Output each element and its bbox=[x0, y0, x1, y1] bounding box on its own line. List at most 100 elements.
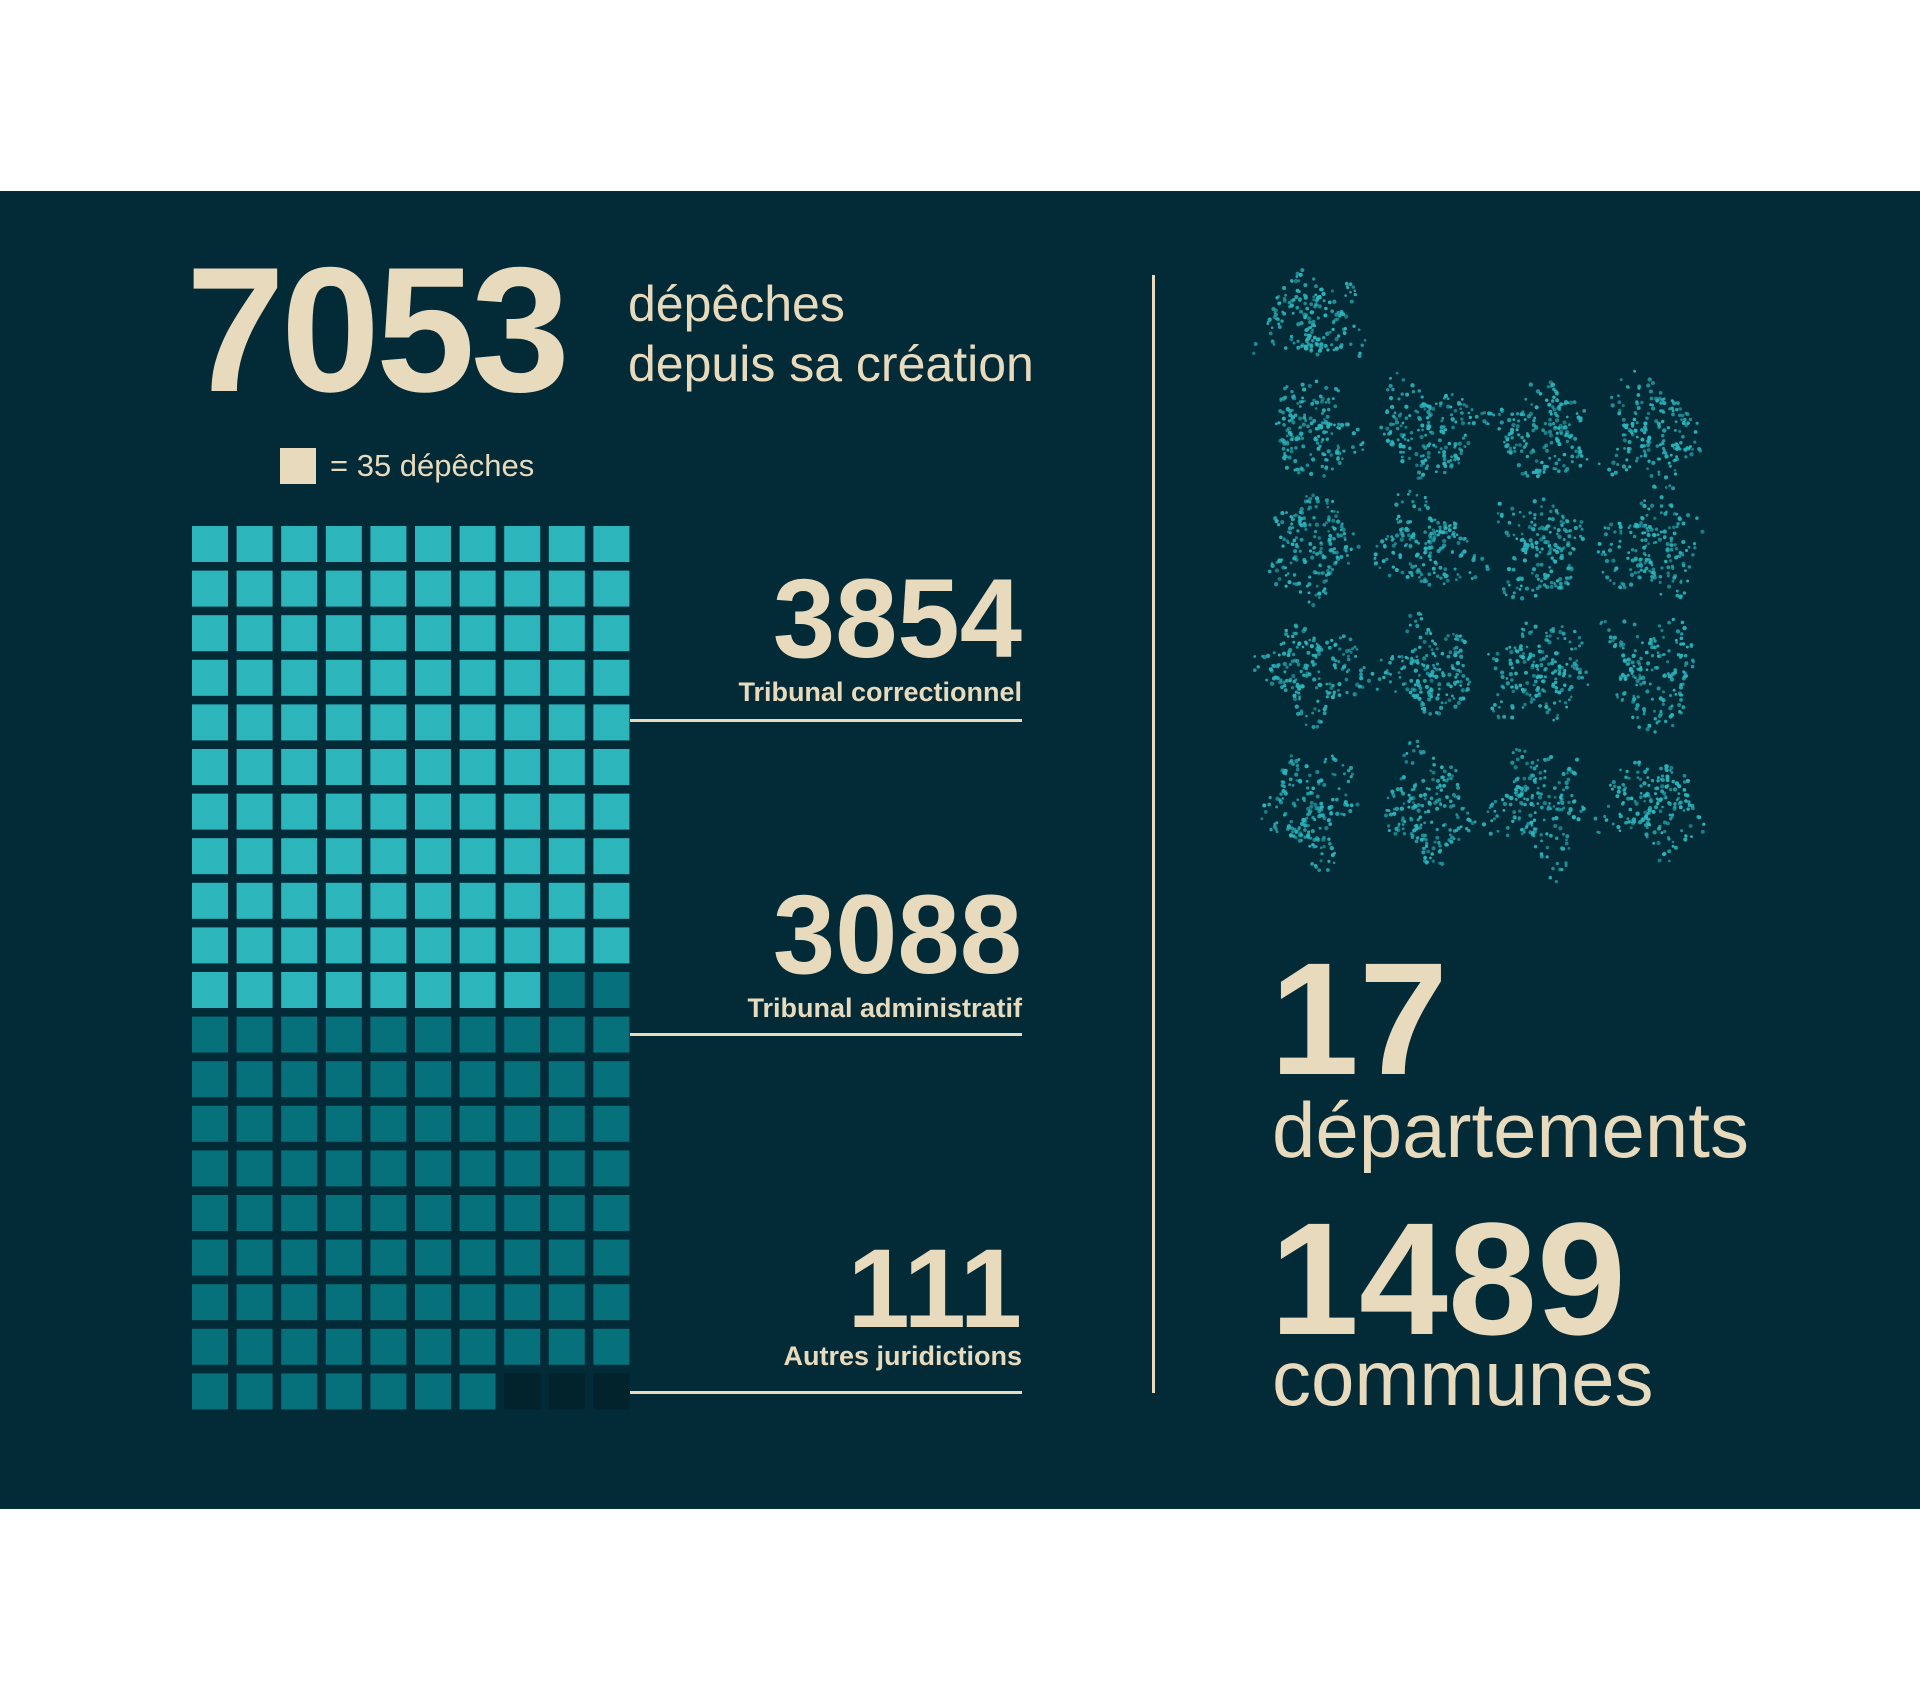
waffle-square bbox=[192, 1328, 228, 1365]
waffle-square bbox=[548, 1328, 585, 1365]
waffle-square bbox=[370, 1373, 407, 1410]
waffle-square bbox=[236, 972, 273, 1008]
waffle-square bbox=[415, 1105, 451, 1142]
waffle-square bbox=[281, 1239, 318, 1276]
waffle-square bbox=[370, 1195, 407, 1231]
waffle-square bbox=[192, 838, 228, 875]
waffle-square bbox=[459, 793, 496, 830]
waffle-square bbox=[236, 704, 273, 741]
waffle-square bbox=[192, 615, 228, 652]
waffle-square bbox=[192, 570, 228, 607]
waffle-square bbox=[548, 1195, 585, 1231]
waffle-square bbox=[281, 793, 318, 830]
waffle-square bbox=[415, 1284, 451, 1321]
legend-label: = 35 dépêches bbox=[330, 448, 535, 483]
total-label-line1: dépêches bbox=[628, 276, 845, 332]
waffle-square bbox=[504, 972, 541, 1008]
waffle-square bbox=[192, 1016, 228, 1053]
waffle-square bbox=[236, 1061, 273, 1098]
waffle-square bbox=[325, 882, 362, 919]
waffle-square bbox=[415, 1061, 451, 1098]
waffle-square bbox=[281, 882, 318, 919]
department-icon bbox=[1596, 499, 1705, 600]
waffle-square bbox=[192, 1195, 228, 1231]
waffle-square bbox=[281, 526, 318, 562]
waffle-square bbox=[325, 749, 362, 785]
department-icon bbox=[1384, 739, 1477, 867]
waffle-square bbox=[236, 1105, 273, 1142]
waffle-square bbox=[504, 570, 541, 607]
waffle-square bbox=[459, 838, 496, 875]
waffle-square bbox=[415, 882, 451, 919]
waffle-square bbox=[415, 793, 451, 830]
waffle-square bbox=[370, 1284, 407, 1321]
waffle-square bbox=[192, 927, 228, 964]
waffle-square bbox=[281, 838, 318, 875]
communes-label: communes bbox=[1272, 1334, 1654, 1422]
department-icon bbox=[1275, 379, 1365, 478]
waffle-square bbox=[459, 570, 496, 607]
waffle-square bbox=[192, 659, 228, 696]
waffle-square bbox=[370, 704, 407, 741]
category-value-autres: 111 bbox=[847, 1226, 1022, 1351]
waffle-square bbox=[236, 793, 273, 830]
waffle-square bbox=[548, 659, 585, 696]
waffle-square bbox=[415, 526, 451, 562]
waffle-square bbox=[325, 570, 362, 607]
waffle-square bbox=[281, 570, 318, 607]
waffle-square bbox=[415, 1373, 451, 1410]
waffle-square bbox=[593, 1150, 630, 1187]
waffle-square bbox=[370, 838, 407, 875]
waffle-square bbox=[415, 1150, 451, 1187]
waffle-square bbox=[281, 1195, 318, 1231]
waffle-square bbox=[504, 838, 541, 875]
waffle-square bbox=[236, 570, 273, 607]
waffle-square bbox=[370, 1328, 407, 1365]
waffle-square bbox=[192, 972, 228, 1008]
waffle-square bbox=[370, 1105, 407, 1142]
vertical-divider bbox=[1152, 275, 1155, 1393]
category-value-correctionnel: 3854 bbox=[772, 556, 1022, 681]
total-value: 7053 bbox=[186, 230, 570, 429]
department-icon bbox=[1260, 754, 1360, 873]
waffle-square bbox=[236, 659, 273, 696]
waffle-square bbox=[504, 749, 541, 785]
waffle-square bbox=[504, 704, 541, 741]
waffle-square bbox=[281, 927, 318, 964]
waffle-square bbox=[370, 882, 407, 919]
waffle-square bbox=[415, 749, 451, 785]
waffle-square bbox=[236, 749, 273, 785]
waffle-square bbox=[236, 882, 273, 919]
department-icon bbox=[1252, 268, 1367, 359]
waffle-square bbox=[548, 793, 585, 830]
waffle-square bbox=[192, 1239, 228, 1276]
waffle-square bbox=[548, 615, 585, 652]
waffle-square bbox=[504, 1016, 541, 1053]
waffle-square bbox=[192, 793, 228, 830]
waffle-square bbox=[192, 526, 228, 562]
waffle-square bbox=[593, 838, 630, 875]
waffle-square bbox=[548, 1016, 585, 1053]
waffle-square bbox=[459, 659, 496, 696]
department-icon bbox=[1599, 617, 1696, 734]
waffle-square bbox=[593, 1061, 630, 1098]
waffle-square bbox=[593, 615, 630, 652]
waffle-square bbox=[548, 1239, 585, 1276]
waffle-square bbox=[459, 882, 496, 919]
waffle-square bbox=[504, 1061, 541, 1098]
waffle-square bbox=[325, 1284, 362, 1321]
waffle-square bbox=[459, 927, 496, 964]
waffle-square bbox=[370, 972, 407, 1008]
waffle-square bbox=[459, 1328, 496, 1365]
waffle-square bbox=[593, 749, 630, 785]
waffle-square bbox=[281, 659, 318, 696]
waffle-square bbox=[504, 1373, 541, 1410]
department-icon bbox=[1496, 497, 1585, 601]
waffle-square bbox=[325, 1195, 362, 1231]
total-label-line2: depuis sa création bbox=[628, 336, 1034, 392]
waffle-square bbox=[415, 704, 451, 741]
waffle-square bbox=[548, 882, 585, 919]
waffle-square bbox=[459, 1195, 496, 1231]
department-icon bbox=[1480, 380, 1589, 479]
waffle-square bbox=[593, 1105, 630, 1142]
